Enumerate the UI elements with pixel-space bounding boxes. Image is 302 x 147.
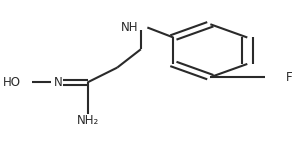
Text: F: F: [286, 71, 292, 84]
Text: N: N: [54, 76, 63, 89]
Text: HO: HO: [3, 76, 21, 89]
Text: NH: NH: [120, 21, 138, 34]
Text: NH₂: NH₂: [76, 114, 99, 127]
